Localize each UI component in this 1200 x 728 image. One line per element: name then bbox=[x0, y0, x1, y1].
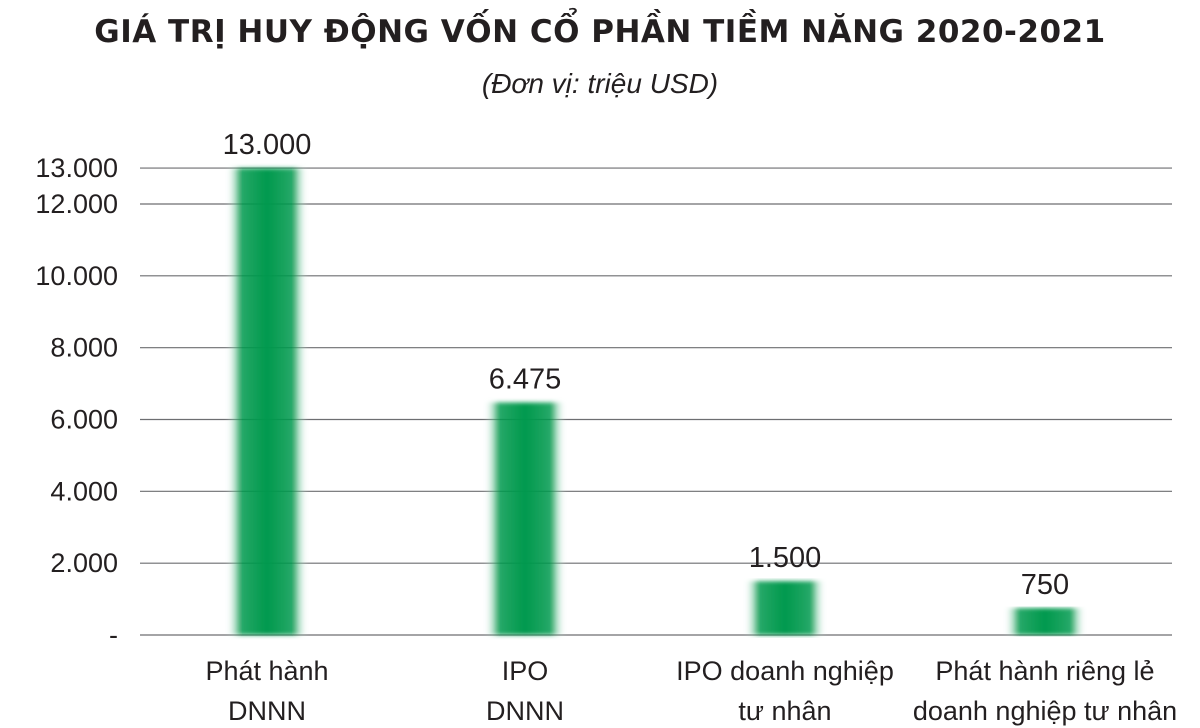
y-tick-label: 13.000 bbox=[35, 153, 118, 183]
x-tick-label: IPO bbox=[502, 656, 549, 686]
y-tick-label: 10.000 bbox=[35, 261, 118, 291]
grid-lines bbox=[140, 167, 1172, 636]
x-axis-labels: Phát hành DNNN IPO DNNN IPO doanh nghiệp tư n… bbox=[205, 656, 1177, 726]
y-tick-label: - bbox=[109, 620, 118, 650]
x-tick-label: Phát hành riêng lẻ bbox=[935, 656, 1154, 686]
data-label: 750 bbox=[1021, 569, 1069, 601]
y-tick-label: 4.000 bbox=[50, 476, 118, 506]
x-tick-label: doanh nghiệp tư nhân bbox=[913, 696, 1177, 726]
x-tick-label: DNNN bbox=[486, 696, 564, 726]
x-tick-label: Phát hành bbox=[205, 656, 328, 686]
y-tick-label: 6.000 bbox=[50, 405, 118, 435]
chart-title: GIÁ TRỊ HUY ĐỘNG VỐN CỔ PHẦN TIỀM NĂNG 2… bbox=[94, 14, 1106, 50]
bar bbox=[1004, 608, 1086, 635]
x-tick-label: IPO doanh nghiệp bbox=[676, 656, 894, 686]
bars bbox=[226, 168, 1086, 636]
data-label: 13.000 bbox=[223, 129, 312, 161]
x-tick-label: DNNN bbox=[228, 696, 306, 726]
y-tick-label: 2.000 bbox=[50, 548, 118, 578]
data-label: 1.500 bbox=[749, 542, 822, 574]
y-tick-label: 12.000 bbox=[35, 189, 118, 219]
bar bbox=[226, 168, 308, 636]
y-tick-label: 8.000 bbox=[50, 333, 118, 363]
chart-subtitle: (Đơn vị: triệu USD) bbox=[481, 68, 719, 99]
y-axis-ticks: - 2.000 4.000 6.000 8.000 10.000 12.000 13.000 bbox=[35, 153, 118, 650]
x-tick-label: tư nhân bbox=[738, 696, 831, 726]
bar bbox=[484, 402, 566, 635]
data-labels: 13.000 6.475 1.500 750 bbox=[223, 129, 1070, 601]
bar bbox=[744, 581, 826, 635]
data-label: 6.475 bbox=[489, 363, 562, 395]
